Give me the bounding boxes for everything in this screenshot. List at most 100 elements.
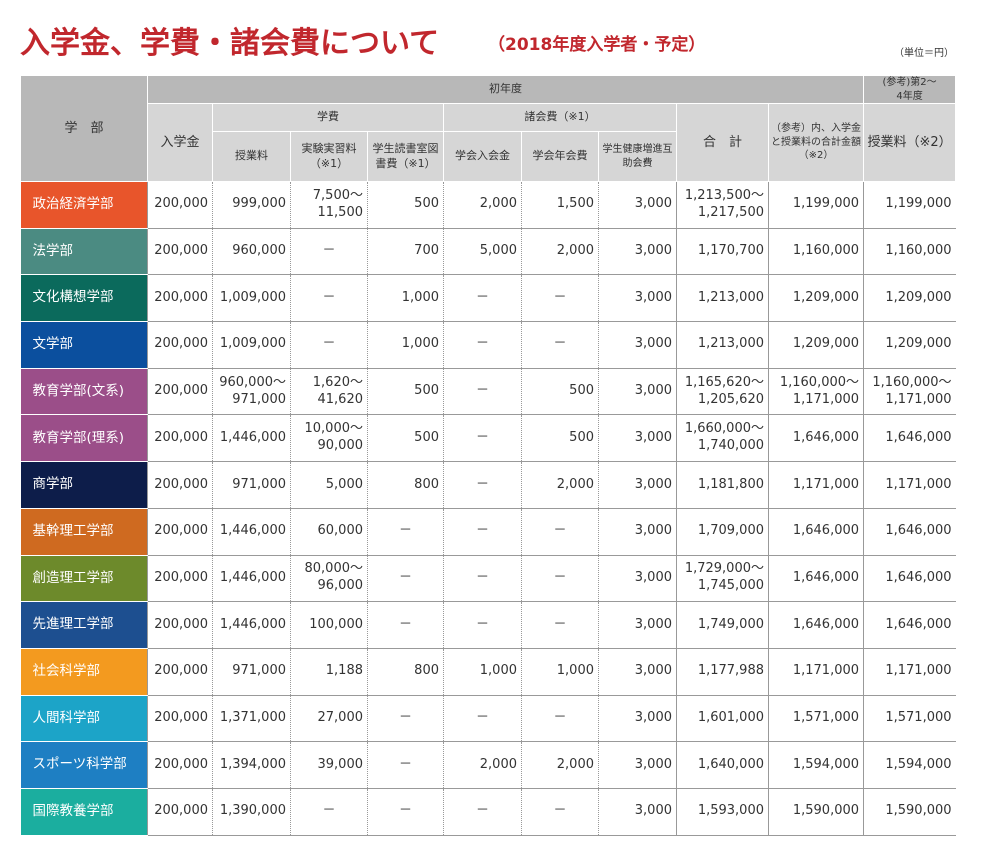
- fee-cell: 3,000: [598, 741, 677, 789]
- table-row: 文学部 200,000 1,009,000 － 1,000 －－ 3,000 1,213,00…: [20, 321, 956, 369]
- header-cell: 合 計: [676, 103, 769, 182]
- fee-cell: －: [443, 461, 522, 509]
- fee-cell: 200,000: [147, 695, 213, 743]
- fee-cell: 100,000: [290, 601, 368, 649]
- fee-cell: 1,646,000: [767, 601, 864, 649]
- fee-cell: 200,000: [147, 368, 213, 416]
- table-row: 国際教養学部 200,000 1,390,000 －－－－ 3,000 1,593,000…: [20, 788, 956, 836]
- fee-cell: 1,594,000: [863, 741, 956, 789]
- table-row: 教育学部(理系) 200,000 1,446,000 10,000～ 90,000 500…: [20, 414, 956, 463]
- table-row: 文化構想学部 200,000 1,009,000 － 1,000 －－ 3,000 1,213…: [20, 274, 956, 323]
- header-cell: 授業料: [212, 131, 291, 182]
- fee-cell: 1,590,000: [767, 788, 864, 836]
- table-row: 社会科学部 200,000 971,000 1,188 800 1,000 1,000 3,0…: [20, 648, 956, 696]
- fee-cell: －: [443, 555, 522, 603]
- fee-cell: 200,000: [147, 508, 213, 556]
- fee-cell: －: [521, 321, 599, 369]
- fee-cell: －: [443, 601, 522, 649]
- fee-cell: －: [521, 788, 599, 836]
- faculty-cell: スポーツ科学部: [20, 741, 148, 789]
- fee-cell: 1,390,000: [212, 788, 291, 836]
- fee-cell: 1,500: [521, 181, 599, 229]
- fee-cell: 1,646,000: [863, 508, 956, 556]
- fee-cell: 1,646,000: [863, 555, 956, 603]
- fee-cell: 1,646,000: [767, 555, 864, 603]
- faculty-cell: 創造理工学部: [20, 555, 148, 603]
- fee-cell: 500: [521, 414, 599, 463]
- fee-cell: －: [443, 508, 522, 556]
- header-cell: 学会年会費: [521, 131, 599, 182]
- fee-cell: －: [367, 601, 444, 649]
- fee-cell: 1,160,000～ 1,171,000: [863, 368, 956, 416]
- fee-cell: 200,000: [147, 274, 213, 323]
- header-cell: 諸会費（※1）: [443, 103, 677, 132]
- fee-cell: 1,594,000: [767, 741, 864, 789]
- fee-cell: 1,394,000: [212, 741, 291, 789]
- fee-cell: 7,500～ 11,500: [290, 181, 368, 229]
- fee-cell: －: [521, 555, 599, 603]
- fee-cell: －: [367, 695, 444, 743]
- faculty-cell: 人間科学部: [20, 695, 148, 743]
- fee-cell: －: [443, 274, 522, 323]
- fee-cell: 27,000: [290, 695, 368, 743]
- faculty-cell: 国際教養学部: [20, 788, 148, 836]
- fee-cell: －: [290, 228, 368, 276]
- fee-table: 学 部 初年度 (参考)第2～ 4年度 入学金 学費 諸会費（※1） 合 計 （参…: [20, 75, 957, 836]
- fee-cell: 1,000: [443, 648, 522, 696]
- fee-cell: 1,646,000: [767, 508, 864, 556]
- fee-cell: 1,646,000: [863, 601, 956, 649]
- fee-cell: 1,646,000: [863, 414, 956, 463]
- faculty-cell: 社会科学部: [20, 648, 148, 696]
- fee-cell: 200,000: [147, 181, 213, 229]
- faculty-cell: 文化構想学部: [20, 274, 148, 323]
- fee-cell: 1,749,000: [676, 601, 769, 649]
- fee-cell: 3,000: [598, 274, 677, 323]
- fee-cell: 1,160,000: [863, 228, 956, 276]
- fee-cell: －: [367, 508, 444, 556]
- fee-cell: 1,446,000: [212, 508, 291, 556]
- fee-cell: 1,181,800: [676, 461, 769, 509]
- fee-cell: 1,213,500～ 1,217,500: [676, 181, 769, 229]
- fee-cell: －: [443, 368, 522, 416]
- fee-cell: －: [367, 788, 444, 836]
- fee-cell: 500: [367, 181, 444, 229]
- fee-cell: 1,009,000: [212, 274, 291, 323]
- fee-cell: 200,000: [147, 555, 213, 603]
- fee-cell: 1,160,000: [767, 228, 864, 276]
- fee-cell: 60,000: [290, 508, 368, 556]
- fee-cell: 1,188: [290, 648, 368, 696]
- fee-cell: 700: [367, 228, 444, 276]
- table-row: 政治経済学部 200,000 999,000 7,500～ 11,500 500 2,000…: [20, 181, 956, 229]
- fee-cell: 1,709,000: [676, 508, 769, 556]
- fee-cell: 1,160,000～ 1,171,000: [767, 368, 864, 416]
- fee-cell: 1,171,000: [863, 648, 956, 696]
- fee-cell: 3,000: [598, 461, 677, 509]
- fee-cell: 200,000: [147, 228, 213, 276]
- fee-cell: 1,177,988: [676, 648, 769, 696]
- fee-cell: 3,000: [598, 695, 677, 743]
- fee-cell: 3,000: [598, 601, 677, 649]
- fee-cell: 200,000: [147, 461, 213, 509]
- fee-cell: 1,171,000: [767, 461, 864, 509]
- fee-cell: －: [443, 321, 522, 369]
- subtitle: （2018年度入学者・予定）: [488, 35, 706, 55]
- fee-cell: 200,000: [147, 788, 213, 836]
- fee-cell: 1,209,000: [863, 274, 956, 323]
- fee-cell: 1,209,000: [767, 321, 864, 369]
- fee-cell: 2,000: [443, 741, 522, 789]
- table-row: 基幹理工学部 200,000 1,446,000 60,000 －－－ 3,000 1,70…: [20, 508, 956, 556]
- faculty-cell: 教育学部(理系): [20, 414, 148, 463]
- fee-cell: 3,000: [598, 788, 677, 836]
- fee-cell: 1,209,000: [863, 321, 956, 369]
- table-row: 人間科学部 200,000 1,371,000 27,000 －－－ 3,000 1,601…: [20, 695, 956, 743]
- fee-cell: －: [521, 601, 599, 649]
- faculty-cell: 法学部: [20, 228, 148, 276]
- fee-cell: －: [521, 274, 599, 323]
- fee-cell: －: [521, 508, 599, 556]
- fee-cell: 500: [521, 368, 599, 416]
- fee-cell: －: [521, 695, 599, 743]
- fee-cell: 200,000: [147, 601, 213, 649]
- fee-cell: 1,000: [367, 274, 444, 323]
- unit-note: （単位＝円）: [894, 48, 954, 59]
- fee-cell: 1,590,000: [863, 788, 956, 836]
